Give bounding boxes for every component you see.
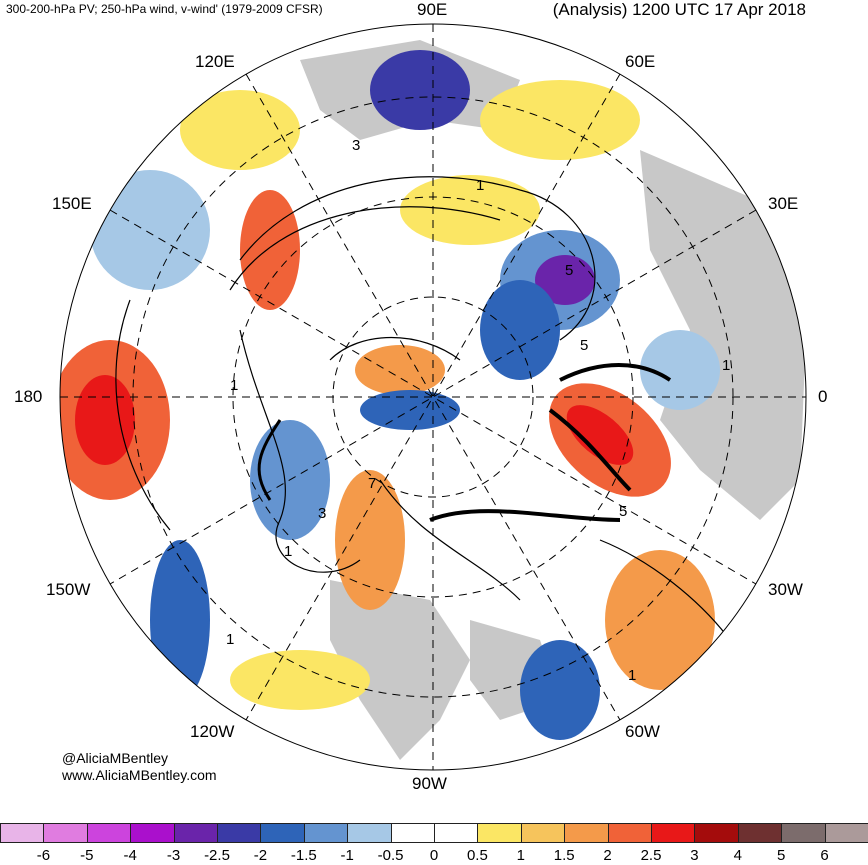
colorbar-swatch [564, 823, 609, 843]
colorbar-tick-label: -5 [80, 847, 94, 864]
pv-contours [115, 176, 731, 641]
graticule [60, 24, 806, 770]
colorbar-swatch [303, 823, 349, 843]
lon-label-30e: 30E [768, 194, 799, 213]
lon-label-30w: 30W [768, 580, 803, 599]
lon-label-90w: 90W [412, 774, 447, 793]
colorbar: -6 -5 -4 -3 -2.5 -2 -1.5 -1 -0.5 0 0.5 1 1.5 2 2.5 3 4 5 6 [0, 823, 868, 865]
lon-label-60w: 60W [625, 722, 660, 741]
colorbar-tick-label: -6 [36, 847, 51, 864]
credit-handle: @AliciaMBentley [62, 750, 169, 766]
colorbar-swatch [217, 823, 262, 843]
contour-label: 5 [565, 262, 573, 279]
map-disc [60, 24, 806, 770]
colorbar-tick-label: -2 [253, 847, 268, 864]
colorbar-tick-label: 5 [777, 847, 786, 864]
colorbar-swatch [130, 823, 175, 843]
colorbar-tick-label: -4 [123, 847, 137, 864]
colorbar-swatch [434, 823, 479, 843]
colorbar-swatch [390, 823, 435, 843]
colorbar-swatch [607, 823, 652, 843]
colorbar-swatch [86, 823, 132, 843]
contour-label-group: 3 1 5 5 1 1 3 7 5 1 1 1 [226, 137, 730, 684]
contour-label: 1 [476, 177, 484, 194]
map-border [59, 23, 807, 771]
lon-label-0: 0 [818, 387, 828, 406]
contour-label: 5 [580, 337, 588, 354]
lon-label-60e: 60E [625, 52, 656, 71]
colorbar-swatch [347, 823, 392, 843]
map-title-right: (Analysis) 1200 UTC 17 Apr 2018 [552, 0, 806, 19]
colorbar-tick-label: -3 [166, 847, 181, 864]
contour-label: 3 [318, 505, 326, 522]
lon-label-120w: 120W [190, 722, 235, 741]
colorbar-swatch [173, 823, 218, 843]
lon-label-150w: 150W [46, 580, 91, 599]
colorbar-swatch [651, 823, 696, 843]
colorbar-tick-label: 6 [820, 847, 829, 864]
colorbar-tick-label: -1 [340, 847, 354, 864]
colorbar-swatch [520, 823, 566, 843]
contour-label: 7 [368, 475, 376, 492]
colorbar-tick-label: -1.5 [290, 847, 317, 864]
colorbar-swatch [694, 823, 739, 843]
colorbar-swatch [477, 823, 522, 843]
colorbar-swatch [737, 823, 783, 843]
colorbar-tick-label: 4 [733, 847, 742, 864]
colorbar-tick-label: 3 [690, 847, 699, 864]
colorbar-swatch [824, 823, 868, 843]
contour-label: 1 [230, 377, 238, 394]
colorbar-swatch [260, 823, 305, 843]
contour-label: 5 [619, 503, 627, 520]
lon-label-90e: 90E [417, 0, 448, 19]
colorbar-tick-label: 1.5 [553, 847, 575, 864]
colorbar-tick-label: -2.5 [204, 847, 230, 864]
colorbar-tick-label: 2.5 [640, 847, 662, 864]
contour-label: 1 [226, 631, 234, 648]
polar-map: 3 1 5 5 1 1 3 7 5 1 1 1 [59, 23, 807, 771]
credit-url: www.AliciaMBentley.com [62, 767, 217, 783]
colorbar-tick-label: 0.5 [466, 847, 488, 864]
colorbar-swatch [43, 823, 88, 843]
lon-label-120e: 120E [195, 52, 235, 71]
map-title-left: 300-200-hPa PV; 250-hPa wind, v-wind' (1… [6, 2, 323, 16]
lon-label-180: 180 [14, 387, 43, 406]
colorbar-tick-label: 0 [429, 847, 439, 864]
colorbar-tick-label: 1 [516, 847, 525, 864]
colorbar-swatch [0, 823, 45, 843]
contour-label: 1 [628, 667, 636, 684]
colorbar-tick-label: 2 [603, 847, 612, 864]
contour-label: 1 [284, 543, 292, 560]
lon-label-150e: 150E [52, 194, 92, 213]
colorbar-tick-label: -0.5 [377, 847, 404, 864]
colorbar-swatch [781, 823, 826, 843]
credit-block: @AliciaMBentley www.AliciaMBentley.com [62, 750, 217, 784]
contour-label: 3 [352, 137, 360, 154]
contour-label: 1 [722, 357, 730, 374]
